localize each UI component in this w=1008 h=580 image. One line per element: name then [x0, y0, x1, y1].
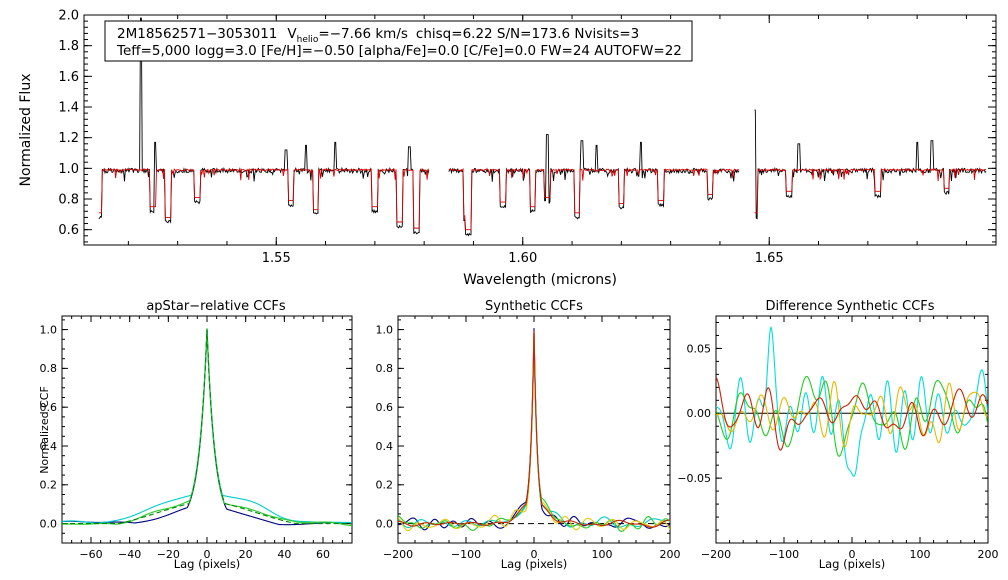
- ccf-series-navy: [398, 328, 670, 531]
- y-tick-label: 0.2: [376, 479, 394, 492]
- x-tick-label: 0: [531, 548, 538, 561]
- difference-ccf-title: Difference Synthetic CCFs: [765, 299, 934, 314]
- y-tick-label: 0.2: [40, 479, 58, 492]
- synthetic-ccf-panel: Synthetic CCFs −200 −100 0 100 200 0.0 0.2 0.4 0…: [376, 299, 681, 571]
- y-tick-label: 0.6: [376, 401, 394, 414]
- ccf-series-navy: [62, 328, 352, 526]
- y-tick-label: 1.2: [58, 131, 79, 146]
- y-tick-label: 0.4: [376, 440, 394, 453]
- ccf-series-cyan: [62, 329, 352, 524]
- model-spectrum-segment: [98, 168, 429, 229]
- x-tick-label: 1.60: [508, 251, 537, 266]
- ccf-series-green: [398, 336, 670, 532]
- y-tick-label: 0.8: [58, 193, 79, 208]
- spectrum-ylabel: Normalized Flux: [18, 74, 34, 187]
- x-tick-label: 40: [277, 548, 291, 561]
- x-tick-label: 200: [978, 548, 999, 561]
- y-tick-label: 0.00: [687, 407, 712, 420]
- x-tick-label: −100: [451, 548, 481, 561]
- spectrum-panel: 1.55 1.60 1.65 0.6 0.8 1.0 1.2 1.4 1.6 1.8 2.0 Nor…: [18, 9, 997, 288]
- x-tick-label: −200: [701, 548, 731, 561]
- x-tick-label: 100: [910, 548, 931, 561]
- y-tick-label: 0.0: [376, 517, 394, 530]
- y-tick-label: 0.8: [40, 362, 58, 375]
- difference-series-red: [716, 377, 988, 451]
- y-tick-label: 0.8: [376, 362, 394, 375]
- observed-spectrum-segment: [98, 17, 430, 235]
- annotation-line-1: 2M18562571−3053011 Vhelio=−7.66 km/s chisq…: [117, 26, 639, 45]
- x-tick-label: −200: [383, 548, 413, 561]
- annotation-box: [104, 20, 693, 62]
- difference-series-cyan: [716, 325, 988, 477]
- spectrum-frame: [83, 14, 997, 246]
- difference-ccf-frame: [715, 315, 989, 544]
- synthetic-ccf-title: Synthetic CCFs: [485, 299, 583, 314]
- x-tick-label: 0: [849, 548, 856, 561]
- x-tick-label: −40: [118, 548, 141, 561]
- y-tick-label: 0.05: [687, 342, 712, 355]
- vhelio-subscript: helio: [297, 35, 319, 45]
- y-tick-label: 1.6: [58, 70, 79, 85]
- y-tick-label: 2.0: [58, 9, 79, 24]
- x-tick-label: 1.55: [262, 251, 291, 266]
- y-tick-label: 0.4: [40, 440, 58, 453]
- x-tick-label: −100: [769, 548, 799, 561]
- difference-ccf-ticks: −200 −100 0 100 200 −0.05 0.00 0.05: [677, 316, 999, 561]
- observed-spectrum-segment: [448, 134, 740, 237]
- ccf-series-red: [398, 330, 670, 528]
- apstar-ccf-panel: apStar−relative CCFs −60 −40 −20 0 20 40 60 0.0…: [38, 299, 353, 571]
- observed-spectrum-segment: [754, 109, 987, 220]
- spectrum-ticks: 1.55 1.60 1.65 0.6 0.8 1.0 1.2 1.4 1.6 1.8 2.0: [58, 9, 996, 266]
- ccf-series-green: [62, 328, 352, 527]
- spectrum-xlabel: Wavelength (microns): [463, 272, 617, 288]
- model-spectrum-segment: [754, 167, 987, 214]
- y-tick-label: 1.4: [58, 101, 79, 116]
- x-tick-label: −20: [157, 548, 180, 561]
- x-tick-label: 200: [660, 548, 681, 561]
- y-tick-label: 0.6: [40, 401, 58, 414]
- difference-ccf-data: [716, 325, 988, 477]
- synthetic-ccf-data: [398, 328, 670, 532]
- x-tick-label: 100: [592, 548, 613, 561]
- x-tick-label: 0: [204, 548, 211, 561]
- difference-series-yellow: [716, 380, 988, 448]
- difference-ccf-panel: Difference Synthetic CCFs −200 −100 0 100 20…: [677, 299, 998, 571]
- y-tick-label: 1.0: [40, 323, 58, 336]
- apstar-ccf-xlabel: Lag (pixels): [174, 557, 241, 571]
- x-tick-label: −60: [79, 548, 102, 561]
- star-id: 2M18562571−3053011: [117, 26, 277, 42]
- y-tick-label: 1.0: [58, 162, 79, 177]
- difference-series-green: [716, 375, 988, 457]
- y-tick-label: 0.6: [58, 223, 79, 238]
- y-tick-label: 0.0: [40, 517, 58, 530]
- ccf-series-green-dashed: [62, 329, 352, 525]
- vhelio-prefix: V: [287, 26, 297, 42]
- difference-ccf-xlabel: Lag (pixels): [819, 557, 886, 571]
- annotation-line-2: Teff=5,000 logg=3.0 [Fe/H]=−0.50 [alpha/…: [116, 43, 682, 59]
- y-tick-label: 1.8: [58, 39, 79, 54]
- synthetic-ccf-ticks: −200 −100 0 100 200 0.0 0.2 0.4 0.6 0.8 1.0: [376, 316, 681, 561]
- y-tick-label: 1.0: [376, 323, 394, 336]
- x-tick-label: 20: [239, 548, 253, 561]
- model-spectrum-segment: [448, 167, 740, 231]
- fit-stats: chisq=6.22 S/N=173.6 Nvisits=3: [416, 26, 639, 42]
- ccf-series-cyan: [398, 336, 670, 529]
- apstar-ccf-frame: [61, 315, 353, 544]
- apstar-ccf-data: [62, 328, 352, 527]
- y-tick-label: −0.05: [677, 472, 711, 485]
- spectrum-data: [98, 17, 987, 237]
- x-tick-label: 60: [316, 548, 330, 561]
- synthetic-ccf-xlabel: Lag (pixels): [501, 557, 568, 571]
- vhelio-value: =−7.66 km/s: [318, 26, 408, 42]
- apstar-ccf-title: apStar−relative CCFs: [146, 299, 286, 314]
- apstar-ccf-ylabel: Normalized CCF: [38, 386, 51, 474]
- x-tick-label: 1.65: [755, 251, 784, 266]
